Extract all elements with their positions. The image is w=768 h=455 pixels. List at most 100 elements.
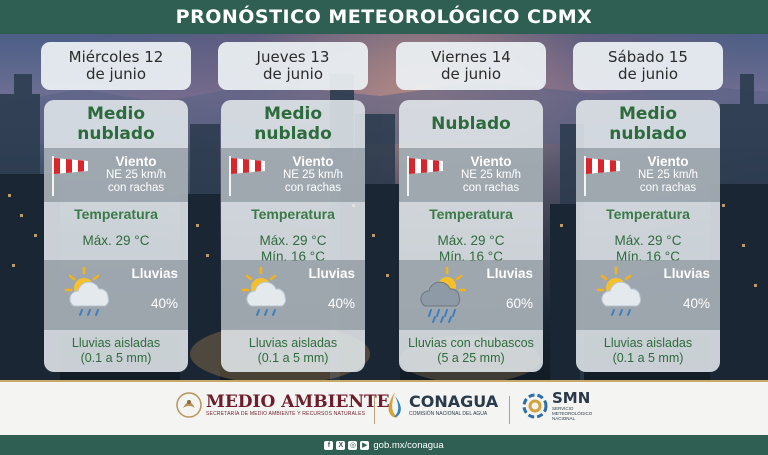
- windsock-icon: [229, 156, 265, 196]
- wind-speed: NE 25 km/h: [105, 169, 167, 181]
- logo-divider: [509, 396, 510, 424]
- sun-cloud-rain-icon: [596, 266, 642, 316]
- temperature-row: Temperatura Máx. 29 °C Mín. 16 °C: [576, 202, 720, 264]
- wind-row: Viento NE 25 km/h con rachas: [576, 148, 720, 202]
- wind-row: Viento NE 25 km/h con rachas: [399, 148, 543, 202]
- sky-condition: Medio nublado: [77, 104, 155, 144]
- smn-swirl-icon: [522, 393, 548, 418]
- footer-logos: MEDIO AMBIENTE SECRETARÍA DE MEDIO AMBIE…: [0, 380, 768, 435]
- day-column-4: Sábado 15 de junio Medio nublado Viento N…: [573, 42, 723, 372]
- windsock-icon: [407, 156, 443, 196]
- wind-title: Viento: [115, 154, 157, 169]
- rain-row: Lluvias 40%: [576, 260, 720, 330]
- date-pill: Miércoles 12 de junio: [41, 42, 191, 90]
- day-column-2: Jueves 13 de junio Medio nublado Viento N…: [218, 42, 368, 372]
- forecast-card: Medio nublado Viento NE 25 km/h con racha…: [44, 100, 188, 372]
- temperature-title: Temperatura: [251, 206, 335, 222]
- sun-cloud-rain-icon: [241, 266, 287, 316]
- conagua-subtext: COMISIÓN NACIONAL DEL AGUA: [409, 410, 488, 417]
- rain-description: Lluvias con chubascos (5 a 25 mm): [408, 336, 534, 365]
- date-day: Viernes 14: [431, 48, 511, 66]
- date-pill: Sábado 15 de junio: [573, 42, 723, 90]
- rain-probability: 40%: [327, 296, 355, 311]
- sun-cloud-rain-icon: [64, 266, 110, 316]
- wind-row: Viento NE 25 km/h con rachas: [44, 148, 188, 202]
- temp-max: Máx. 29 °C: [259, 233, 327, 248]
- smn-subtext: SERVICIO METEOROLÓGICO NACIONAL: [552, 406, 593, 421]
- medio-ambiente-logo: MEDIO AMBIENTE SECRETARÍA DE MEDIO AMBIE…: [176, 390, 390, 420]
- rain-probability: 60%: [505, 296, 533, 311]
- logo-divider: [374, 396, 375, 424]
- date-day: Miércoles 12: [68, 48, 164, 66]
- medio-ambiente-subtext: SECRETARÍA DE MEDIO AMBIENTE Y RECURSOS …: [206, 410, 366, 417]
- facebook-icon[interactable]: f: [324, 440, 334, 450]
- rain-title: Lluvias: [486, 266, 533, 281]
- wind-title: Viento: [292, 154, 334, 169]
- sun-storm-cloud-icon: [420, 266, 467, 323]
- rain-row: Lluvias 40%: [44, 260, 188, 330]
- youtube-icon[interactable]: ▶: [360, 440, 370, 450]
- date-pill: Viernes 14 de junio: [396, 42, 546, 90]
- wind-gusts: con rachas: [107, 182, 165, 194]
- sky-condition: Medio nublado: [254, 104, 332, 144]
- forecast-card: Medio nublado Viento NE 25 km/h con racha…: [221, 100, 365, 372]
- sky-condition: Medio nublado: [609, 104, 687, 144]
- wind-speed: NE 25 km/h: [460, 169, 522, 181]
- temperature-row: Temperatura Máx. 29 °C Mín. 16 °C: [221, 202, 365, 264]
- rain-row: Lluvias 40%: [221, 260, 365, 330]
- temperature-row: Temperatura Máx. 29 °C: [44, 202, 188, 260]
- date-month: de junio: [440, 65, 502, 83]
- wind-title: Viento: [470, 154, 512, 169]
- rain-probability: 40%: [150, 296, 178, 311]
- rain-description: Lluvias aisladas (0.1 a 5 mm): [248, 336, 338, 365]
- temp-max: Máx. 29 °C: [437, 233, 505, 248]
- date-pill: Jueves 13 de junio: [218, 42, 368, 90]
- wind-row: Viento NE 25 km/h con rachas: [221, 148, 365, 202]
- conagua-drop-icon: [388, 392, 401, 418]
- day-column-3: Viernes 14 de junio Nublado Viento NE 25…: [396, 42, 546, 372]
- temperature-title: Temperatura: [429, 206, 513, 222]
- bottom-bar: f X ◎ ▶ gob.mx/conagua: [0, 435, 768, 455]
- page-title: PRONÓSTICO METEOROLÓGICO CDMX: [175, 6, 593, 28]
- instagram-icon[interactable]: ◎: [348, 440, 358, 450]
- sky-condition: Nublado: [431, 114, 511, 134]
- windsock-icon: [52, 156, 88, 196]
- smn-logo: SMN SERVICIO METEOROLÓGICO NACIONAL: [521, 390, 602, 421]
- conagua-text: CONAGUA: [409, 391, 499, 411]
- temp-max: Máx. 29 °C: [614, 233, 682, 248]
- smn-text: SMN: [552, 389, 591, 407]
- social-icons: f X ◎ ▶: [324, 440, 370, 450]
- rain-title: Lluvias: [131, 266, 178, 281]
- wind-gusts: con rachas: [284, 182, 342, 194]
- rain-title: Lluvias: [308, 266, 355, 281]
- temp-max: Máx. 29 °C: [82, 233, 150, 248]
- date-month: de junio: [85, 65, 147, 83]
- wind-speed: NE 25 km/h: [282, 169, 344, 181]
- rain-description: Lluvias aisladas (0.1 a 5 mm): [603, 336, 693, 365]
- website-link[interactable]: gob.mx/conagua: [373, 439, 444, 451]
- date-month: de junio: [617, 65, 679, 83]
- temperature-title: Temperatura: [74, 206, 158, 222]
- rain-probability: 40%: [682, 296, 710, 311]
- wind-gusts: con rachas: [462, 182, 520, 194]
- day-column-1: Miércoles 12 de junio Medio nublado Vient…: [41, 42, 191, 372]
- x-icon[interactable]: X: [336, 440, 346, 450]
- medio-ambiente-text: MEDIO AMBIENTE: [206, 391, 390, 412]
- wind-title: Viento: [647, 154, 689, 169]
- wind-gusts: con rachas: [639, 182, 697, 194]
- rain-description: Lluvias aisladas (0.1 a 5 mm): [71, 336, 161, 365]
- wind-speed: NE 25 km/h: [637, 169, 699, 181]
- rain-title: Lluvias: [663, 266, 710, 281]
- date-day: Sábado 15: [608, 48, 688, 66]
- eagle-seal-icon: [176, 392, 202, 418]
- temperature-row: Temperatura Máx. 29 °C Mín. 16 °C: [399, 202, 543, 264]
- date-month: de junio: [262, 65, 324, 83]
- forecast-card: Medio nublado Viento NE 25 km/h con racha…: [576, 100, 720, 372]
- date-day: Jueves 13: [256, 48, 330, 66]
- forecast-card: Nublado Viento NE 25 km/h con rachas Tem…: [399, 100, 543, 372]
- rain-row: Lluvias 60%: [399, 260, 543, 330]
- conagua-logo: CONAGUA COMISIÓN NACIONAL DEL AGUA: [384, 390, 498, 420]
- header-bar: PRONÓSTICO METEOROLÓGICO CDMX: [0, 0, 768, 34]
- windsock-icon: [584, 156, 620, 196]
- temperature-title: Temperatura: [606, 206, 690, 222]
